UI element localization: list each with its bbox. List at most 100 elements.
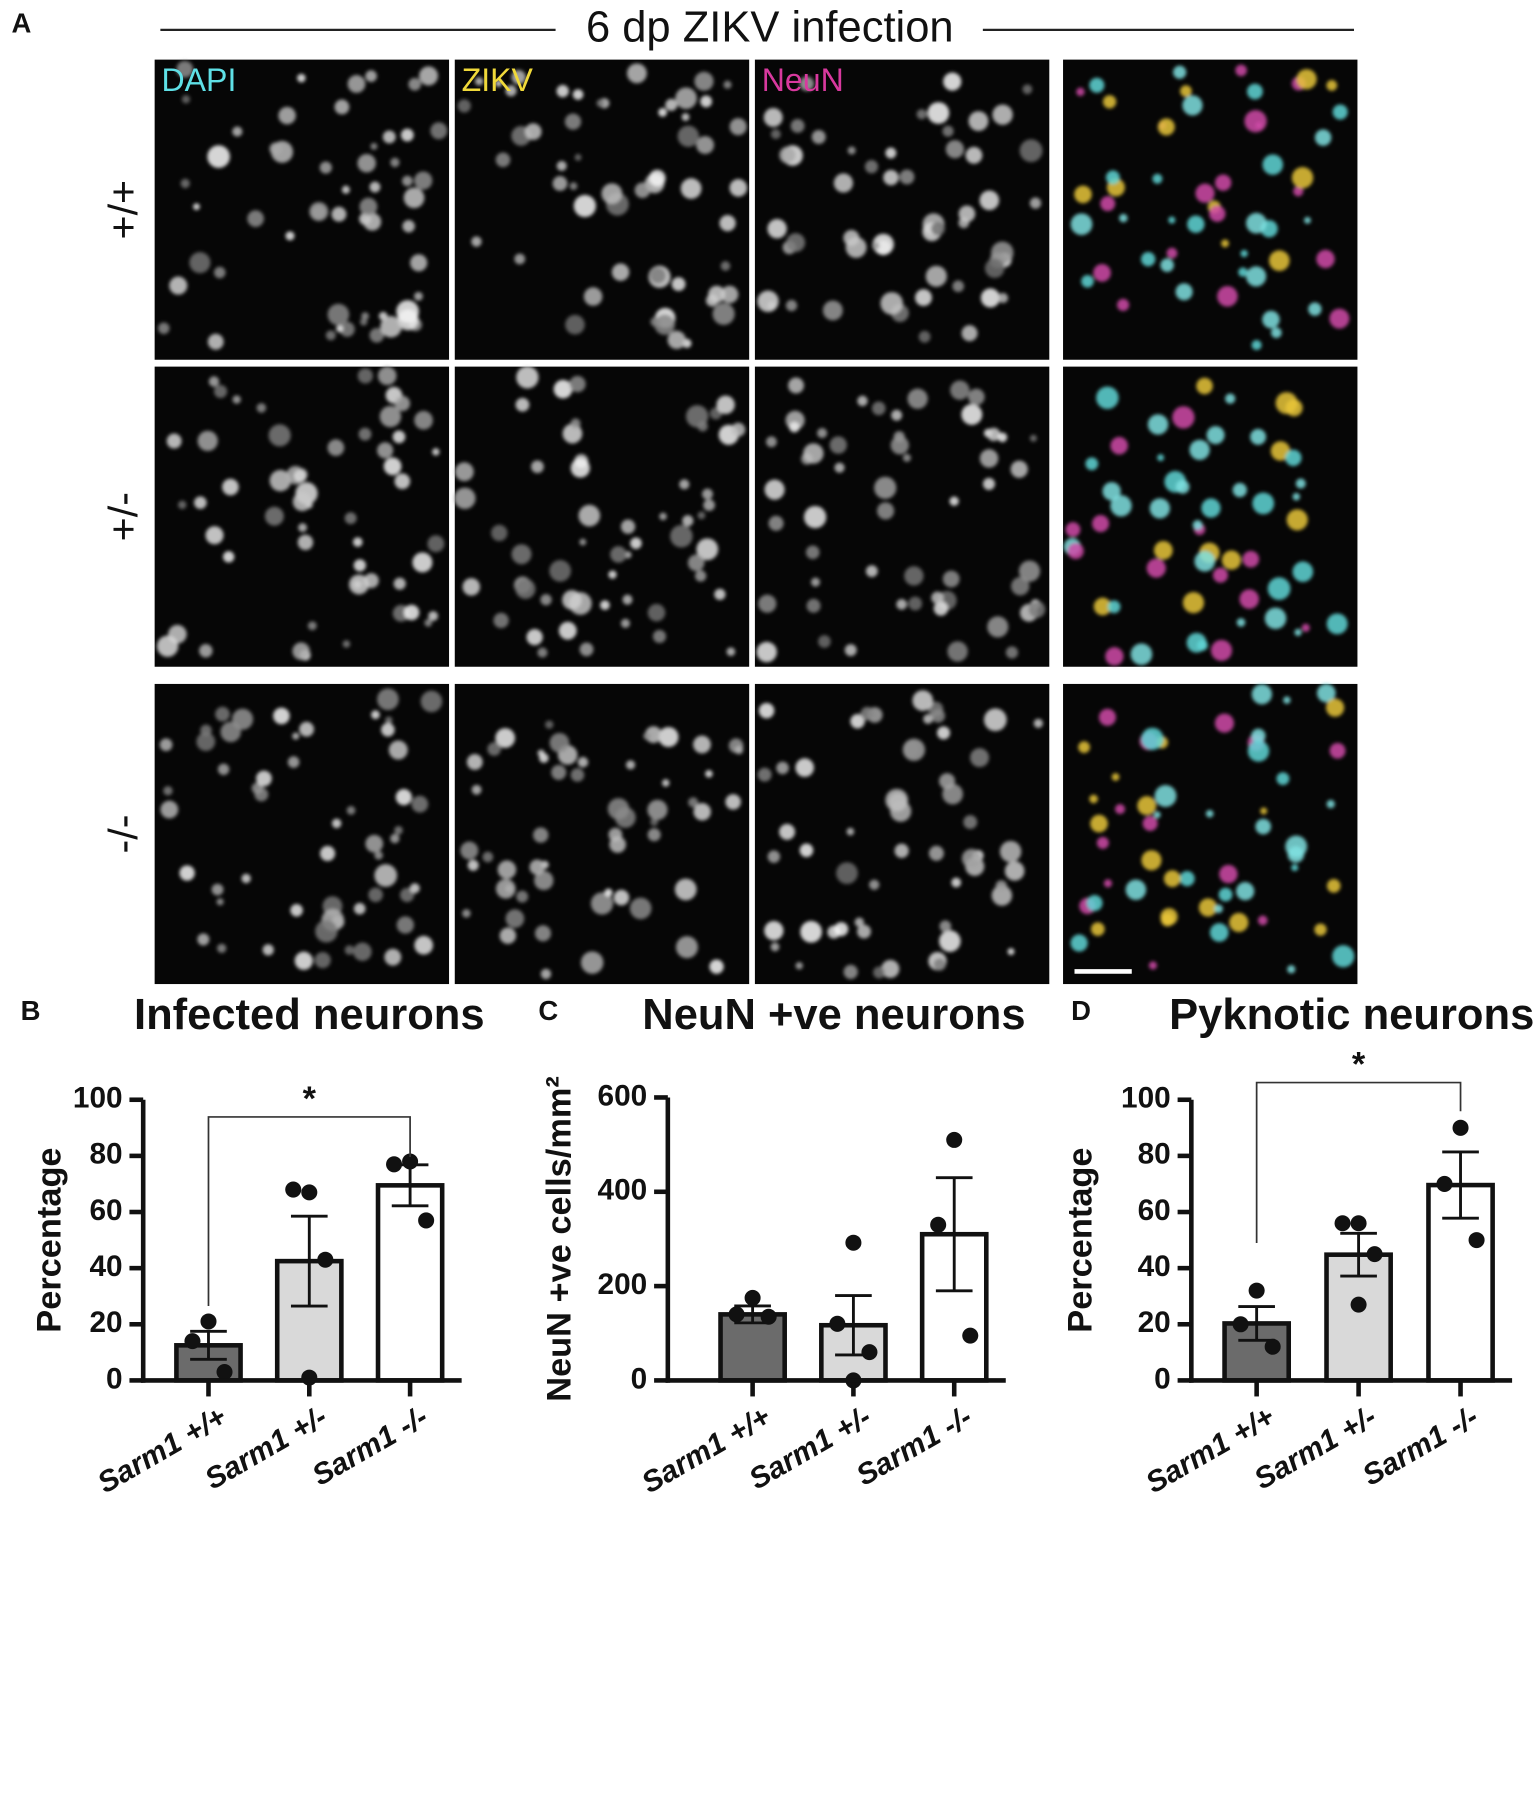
- cell: [843, 964, 858, 980]
- cell: [620, 519, 636, 534]
- cell: [609, 836, 627, 853]
- cell: [952, 280, 965, 293]
- cell: [511, 69, 526, 85]
- cell: [395, 789, 412, 806]
- cell-texture: [454, 366, 746, 658]
- cell: [846, 827, 855, 836]
- panel-label: C: [538, 995, 558, 1026]
- cell: [799, 843, 814, 858]
- cell: [1238, 267, 1248, 277]
- cell: [927, 102, 950, 124]
- cell: [980, 288, 1000, 308]
- cell: [534, 870, 554, 891]
- cell: [287, 756, 300, 768]
- cell: [649, 267, 667, 284]
- cell: [758, 594, 777, 613]
- cell: [654, 314, 675, 335]
- cell: [1096, 386, 1119, 410]
- cell: [716, 395, 735, 415]
- cell: [881, 959, 900, 979]
- cell: [939, 773, 956, 790]
- significance-bracket: [207, 1116, 411, 1306]
- cell: [629, 897, 652, 920]
- cell: [894, 843, 909, 858]
- cell: [885, 147, 897, 159]
- cell: [847, 146, 856, 155]
- cell: [790, 119, 805, 133]
- cell: [207, 145, 230, 168]
- cell: [1141, 252, 1156, 267]
- cell: [217, 763, 230, 776]
- cell: [916, 109, 927, 120]
- data-point: [760, 1308, 777, 1325]
- cell: [578, 504, 601, 527]
- significance-label: *: [1352, 1046, 1366, 1084]
- cell: [505, 85, 517, 97]
- data-point: [1264, 1338, 1281, 1355]
- cell: [307, 621, 317, 631]
- cell: [158, 322, 170, 335]
- cell: [1147, 414, 1169, 435]
- cell: [315, 920, 338, 943]
- cell: [1081, 274, 1094, 288]
- cell: [891, 409, 903, 421]
- cell: [968, 388, 985, 406]
- cell: [702, 488, 713, 500]
- cell: [729, 179, 748, 197]
- cell: [650, 818, 659, 827]
- cell: [466, 754, 483, 770]
- data-point: [861, 1344, 878, 1361]
- cell: [925, 265, 947, 287]
- cell: [1209, 923, 1229, 942]
- cell: [264, 506, 284, 526]
- cell: [1004, 861, 1025, 881]
- cell: [933, 601, 949, 616]
- cell: [540, 594, 552, 606]
- cell: [424, 619, 433, 627]
- cell: [358, 427, 372, 441]
- cell-texture: [757, 72, 1043, 343]
- cell: [986, 427, 1001, 442]
- cell: [634, 182, 651, 199]
- cell: [565, 314, 585, 335]
- cell: [178, 500, 187, 510]
- cell: [297, 534, 314, 551]
- cell: [1157, 118, 1175, 136]
- cell: [936, 726, 951, 740]
- cell: [1326, 613, 1348, 635]
- cell: [608, 570, 617, 579]
- cell: [658, 726, 679, 748]
- cell: [999, 840, 1022, 863]
- data-point: [200, 1313, 217, 1330]
- cell: [359, 197, 378, 216]
- cell: [789, 421, 800, 433]
- cell: [800, 920, 822, 943]
- cell: [352, 537, 363, 547]
- data-point: [1366, 1246, 1383, 1263]
- cell: [943, 72, 962, 91]
- cell: [1246, 266, 1267, 287]
- cell: [562, 423, 583, 444]
- cell: [292, 732, 300, 740]
- y-tick-label: 60: [1138, 1194, 1171, 1227]
- cell: [334, 99, 350, 115]
- y-tick-label: 400: [598, 1174, 648, 1207]
- y-tick-label: 200: [598, 1268, 648, 1301]
- data-point: [1436, 1175, 1453, 1192]
- cell: [394, 395, 411, 412]
- cell: [907, 388, 928, 409]
- cell: [1304, 216, 1311, 224]
- cell: [888, 792, 907, 811]
- cell: [931, 591, 944, 605]
- cell: [648, 169, 666, 187]
- micrograph-panel: A 6 dp ZIKV infection +/+ DAPI ZIKV NeuN +/- -/…: [11, 3, 1358, 985]
- cell: [408, 77, 422, 91]
- cell: [577, 756, 589, 768]
- cell: [427, 535, 445, 553]
- cell: [700, 95, 713, 108]
- cell: [384, 948, 402, 966]
- cell: [232, 395, 241, 404]
- cell: [516, 366, 539, 389]
- cell: [871, 401, 886, 416]
